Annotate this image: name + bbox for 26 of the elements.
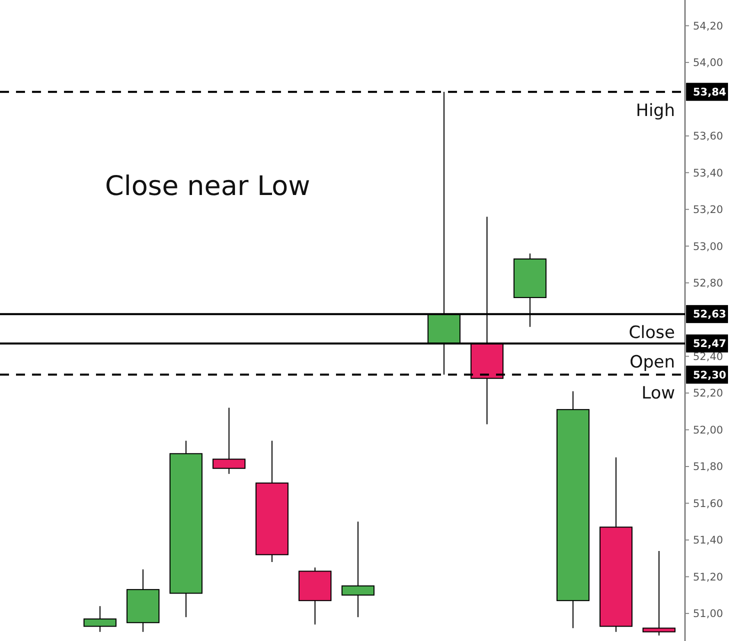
y-tick-label: 51,80 — [693, 461, 724, 474]
y-tick-label: 52,63 — [693, 308, 726, 321]
y-tick-label: 52,00 — [693, 424, 724, 436]
y-tick-label: 52,30 — [693, 369, 726, 382]
ref-line-label: High — [636, 100, 675, 121]
y-tick-label: 51,00 — [693, 608, 724, 620]
ref-line-label: Open — [630, 352, 675, 372]
y-tick-label: 53,60 — [693, 130, 724, 143]
y-tick-label: 52,47 — [693, 338, 726, 350]
y-tick-label: 54,00 — [693, 57, 724, 70]
ref-line-label: Low — [642, 384, 676, 404]
y-tick-label: 52,80 — [693, 278, 724, 290]
y-tick-label: 51,20 — [693, 571, 724, 584]
y-tick-label: 52,20 — [693, 388, 724, 400]
text: Close near Low — [105, 171, 310, 202]
y-tick-label: 53,84 — [693, 86, 726, 99]
y-tick-label: 52,40 — [693, 350, 724, 363]
y-tick-label: 53,20 — [693, 204, 724, 216]
y-tick-label: 51,40 — [693, 534, 724, 547]
y-tick-label: 53,40 — [693, 167, 724, 180]
legend-label: Close — [628, 323, 675, 344]
candlestick — [342, 521, 374, 618]
y-tick-label: 53,00 — [693, 240, 724, 253]
y-tick-label: 54,20 — [693, 20, 724, 32]
y-tick-label: 51,60 — [693, 498, 724, 510]
candlestick — [642, 550, 676, 636]
